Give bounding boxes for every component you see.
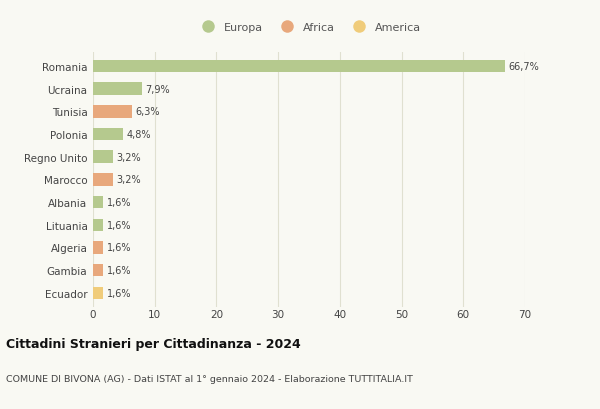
Text: 66,7%: 66,7% [508,62,539,72]
Bar [93,219,103,231]
Bar [93,128,122,141]
Text: 1,6%: 1,6% [107,243,131,253]
Legend: Europa, Africa, America: Europa, Africa, America [193,19,425,38]
Text: 1,6%: 1,6% [107,198,131,208]
Bar [93,242,103,254]
Bar [93,151,113,164]
Text: 3,2%: 3,2% [116,175,141,185]
Bar [93,106,132,118]
Bar [93,83,142,96]
Bar [93,264,103,277]
Text: 7,9%: 7,9% [145,84,170,94]
Text: Cittadini Stranieri per Cittadinanza - 2024: Cittadini Stranieri per Cittadinanza - 2… [6,337,301,351]
Bar [93,174,113,186]
Bar [93,61,505,73]
Text: 1,6%: 1,6% [107,288,131,298]
Text: 1,6%: 1,6% [107,265,131,276]
Text: 1,6%: 1,6% [107,220,131,230]
Text: 4,8%: 4,8% [127,130,151,139]
Bar [93,196,103,209]
Text: 3,2%: 3,2% [116,152,141,162]
Bar [93,287,103,299]
Text: 6,3%: 6,3% [136,107,160,117]
Text: COMUNE DI BIVONA (AG) - Dati ISTAT al 1° gennaio 2024 - Elaborazione TUTTITALIA.: COMUNE DI BIVONA (AG) - Dati ISTAT al 1°… [6,374,413,383]
